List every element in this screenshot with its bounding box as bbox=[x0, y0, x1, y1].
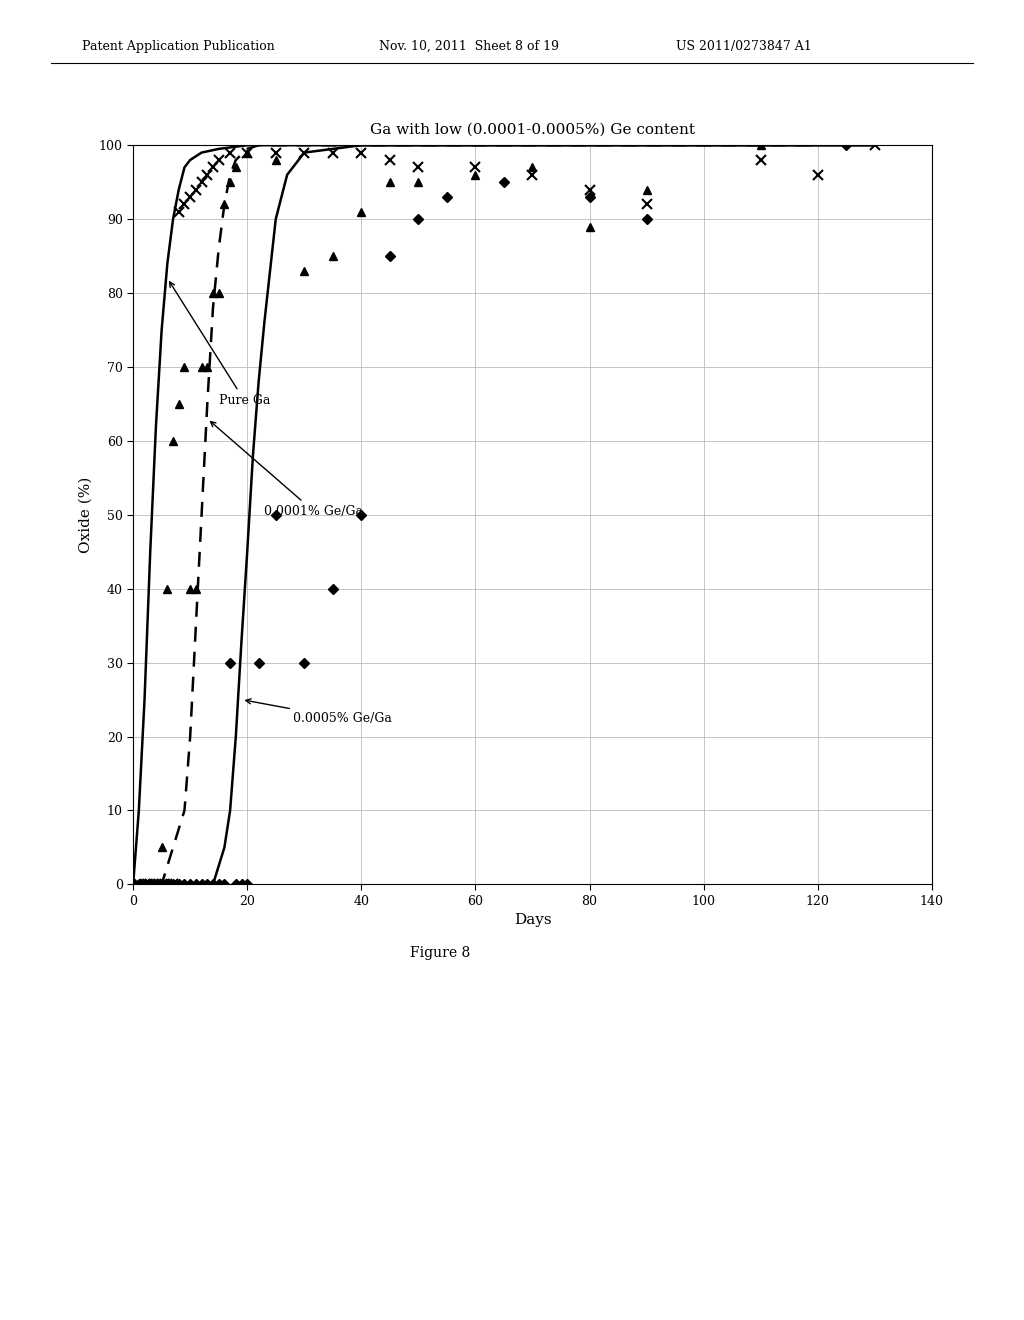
Text: 0.0005% Ge/Ga: 0.0005% Ge/Ga bbox=[246, 698, 392, 725]
Title: Ga with low (0.0001-0.0005%) Ge content: Ga with low (0.0001-0.0005%) Ge content bbox=[370, 123, 695, 137]
Text: Patent Application Publication: Patent Application Publication bbox=[82, 40, 274, 53]
Text: Nov. 10, 2011  Sheet 8 of 19: Nov. 10, 2011 Sheet 8 of 19 bbox=[379, 40, 559, 53]
X-axis label: Days: Days bbox=[514, 913, 551, 928]
Text: US 2011/0273847 A1: US 2011/0273847 A1 bbox=[676, 40, 812, 53]
Text: 0.0001% Ge/Ga: 0.0001% Ge/Ga bbox=[211, 421, 364, 517]
Text: Figure 8: Figure 8 bbox=[411, 946, 470, 960]
Text: Pure Ga: Pure Ga bbox=[170, 282, 270, 407]
Y-axis label: Oxide (%): Oxide (%) bbox=[79, 477, 93, 553]
